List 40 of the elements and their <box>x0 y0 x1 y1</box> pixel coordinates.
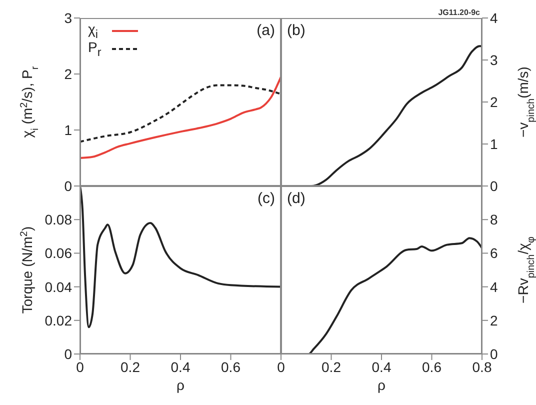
x-tick-label: 0.4 <box>372 358 392 375</box>
x-tick-label: 0.6 <box>422 358 442 375</box>
y2-tick-label: 2 <box>490 312 498 328</box>
y-tick-label: 0.08 <box>44 212 72 228</box>
line-series <box>80 76 281 159</box>
y2-tick-label: 0 <box>490 346 498 362</box>
x-tick-label: 0.6 <box>221 358 241 375</box>
annotation: (b) <box>287 22 306 39</box>
y2-tick-label: 0 <box>490 178 498 194</box>
x-axis-title: ρ <box>378 377 386 393</box>
line-series <box>80 186 281 328</box>
line-series <box>80 84 281 143</box>
y2-tick-label: 8 <box>490 212 498 228</box>
y2-tick-label: 2 <box>490 94 498 110</box>
x-tick-label: 0.2 <box>120 358 140 375</box>
y2-tick-label: 6 <box>490 245 498 262</box>
x-tick-label: 0 <box>76 358 84 375</box>
legend-label: χ$_{i}$ <box>88 21 99 41</box>
x-tick-label: 0.2 <box>322 358 342 375</box>
annotation: (c) <box>258 190 275 207</box>
annotation: (a) <box>256 22 275 39</box>
y2-tick-label: 4 <box>490 10 498 26</box>
x-tick-label: 0 <box>277 358 286 375</box>
y-tick-label: 2 <box>64 66 72 82</box>
x-axis-title: ρ <box>176 377 185 393</box>
y2-tick-label: 4 <box>490 278 498 295</box>
annotation: (d) <box>287 190 306 207</box>
y-tick-label: 1 <box>64 122 72 138</box>
y-tick-label: 0.02 <box>44 312 72 328</box>
y-tick-label: 0 <box>64 178 72 194</box>
y-tick-label: 0.06 <box>44 245 72 262</box>
text: JG11.20-9c <box>438 8 480 17</box>
x-tick-label: 0.4 <box>170 358 190 375</box>
y2-tick-label: 3 <box>490 52 498 68</box>
y-tick-label: 0 <box>64 346 72 362</box>
x-tick-label: 0.8 <box>472 358 492 375</box>
y2-tick-label: 1 <box>490 136 498 152</box>
y-tick-label: 3 <box>64 10 72 26</box>
y-tick-label: 0.04 <box>44 278 72 295</box>
legend-label: P$_{r}$ <box>88 39 102 59</box>
